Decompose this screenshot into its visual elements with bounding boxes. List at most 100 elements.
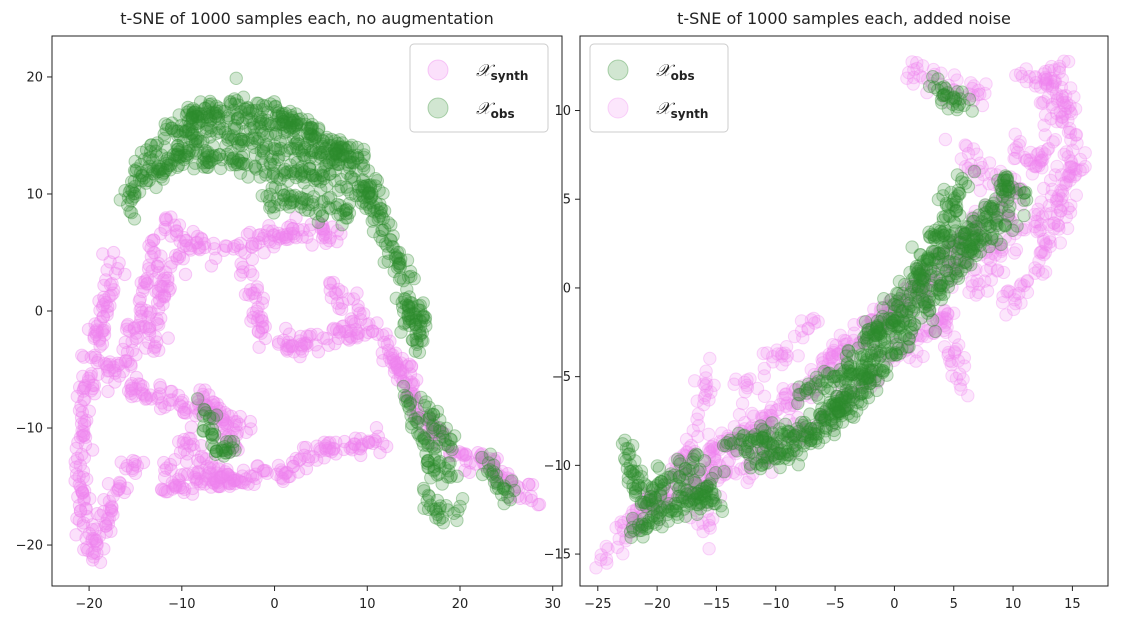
point-synth <box>945 262 959 276</box>
point-obs <box>243 121 257 136</box>
point-obs <box>209 99 224 113</box>
point-synth <box>667 475 681 490</box>
point-obs <box>298 117 313 132</box>
point-obs <box>170 128 185 143</box>
point-synth <box>1055 93 1069 107</box>
point-synth <box>103 255 117 269</box>
point-obs <box>402 318 416 332</box>
point-synth <box>965 216 979 230</box>
point-obs <box>221 442 236 456</box>
point-synth <box>1063 121 1077 136</box>
point-synth <box>1067 162 1081 176</box>
point-obs <box>843 389 857 403</box>
point-obs <box>127 212 142 226</box>
point-synth <box>211 478 225 493</box>
point-synth <box>255 314 270 328</box>
point-obs <box>208 109 223 123</box>
point-synth <box>227 477 242 491</box>
point-obs <box>217 104 232 119</box>
point-obs <box>363 191 378 205</box>
point-synth <box>137 281 151 295</box>
point-obs <box>149 149 164 163</box>
point-obs <box>413 303 428 318</box>
point-synth <box>496 473 510 488</box>
point-synth <box>914 268 928 282</box>
point-synth <box>176 252 190 266</box>
point-synth <box>323 277 337 291</box>
point-obs <box>203 130 217 144</box>
point-obs <box>913 268 927 282</box>
point-synth <box>226 422 241 436</box>
point-synth <box>898 300 912 314</box>
point-synth <box>119 353 133 368</box>
point-synth <box>271 458 286 473</box>
point-synth <box>757 361 771 376</box>
point-obs <box>490 477 505 491</box>
point-synth <box>395 351 410 366</box>
point-obs <box>245 112 259 126</box>
point-obs <box>801 377 816 391</box>
point-synth <box>215 418 230 432</box>
point-synth <box>755 411 769 425</box>
point-synth <box>192 398 206 412</box>
point-synth <box>485 465 499 480</box>
point-obs <box>267 139 282 153</box>
point-synth <box>337 434 352 449</box>
point-obs <box>302 159 316 173</box>
point-synth <box>634 519 648 533</box>
point-obs <box>197 152 211 166</box>
point-synth <box>211 476 225 490</box>
point-obs <box>172 150 187 165</box>
point-synth <box>246 268 260 282</box>
point-obs <box>333 141 347 155</box>
point-obs <box>209 151 224 165</box>
point-synth <box>1018 220 1033 235</box>
point-synth <box>282 339 297 354</box>
point-obs <box>185 110 200 125</box>
point-synth <box>400 359 414 373</box>
point-obs <box>475 450 489 465</box>
point-synth <box>376 437 390 451</box>
point-synth <box>156 297 170 311</box>
point-obs <box>433 432 447 447</box>
point-obs <box>228 443 242 457</box>
point-obs <box>372 183 386 198</box>
point-synth <box>86 553 100 567</box>
point-synth <box>1058 107 1072 121</box>
point-synth <box>942 263 956 278</box>
point-synth <box>910 285 924 300</box>
point-synth <box>251 309 266 324</box>
point-synth <box>297 336 312 350</box>
point-obs <box>619 441 634 456</box>
point-synth <box>800 433 814 447</box>
point-synth <box>704 385 718 399</box>
point-obs <box>322 155 336 169</box>
point-obs <box>440 470 455 484</box>
point-obs <box>343 140 357 154</box>
point-synth <box>957 359 972 373</box>
point-synth <box>217 405 232 420</box>
point-synth <box>687 468 701 482</box>
point-synth <box>146 245 161 260</box>
point-synth <box>995 242 1009 257</box>
point-obs <box>300 193 314 207</box>
point-obs <box>183 103 197 118</box>
point-synth <box>295 230 309 244</box>
point-obs <box>200 160 214 174</box>
point-obs <box>165 116 179 130</box>
point-obs <box>1002 204 1016 219</box>
point-synth <box>911 279 925 294</box>
point-synth <box>193 383 207 397</box>
point-obs <box>180 105 195 119</box>
point-synth <box>314 221 328 236</box>
point-synth <box>193 477 208 491</box>
point-synth <box>1060 221 1075 236</box>
point-synth <box>483 452 497 466</box>
point-synth <box>594 548 608 562</box>
point-obs <box>193 134 208 148</box>
point-obs <box>346 155 360 169</box>
point-synth <box>355 439 369 453</box>
point-synth <box>348 317 362 331</box>
point-obs <box>206 411 221 426</box>
point-synth <box>152 266 166 280</box>
